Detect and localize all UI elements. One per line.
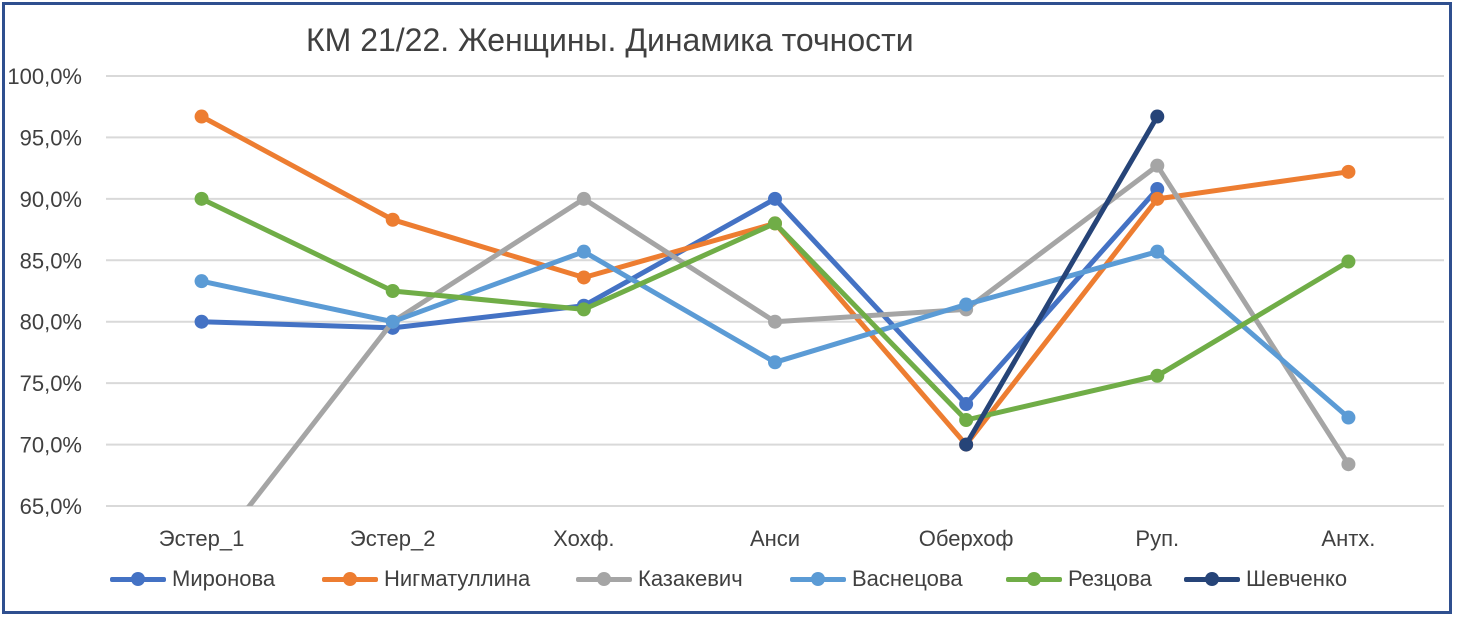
x-tick-label: Хохф. <box>553 526 614 551</box>
data-point <box>1150 244 1165 259</box>
series-lines <box>194 109 1356 506</box>
legend-label: Васнецова <box>852 566 963 591</box>
y-tick-label: 100,0% <box>7 64 82 89</box>
data-point <box>1150 368 1165 383</box>
data-point <box>194 274 209 289</box>
data-point <box>1150 182 1165 197</box>
y-tick-label: 80,0% <box>20 310 82 335</box>
chart-title: КМ 21/22. Женщины. Динамика точности <box>306 22 914 58</box>
series-line <box>199 249 1351 420</box>
data-point <box>1150 109 1165 124</box>
series-4 <box>194 244 1356 425</box>
legend-item: Казакевич <box>576 562 743 596</box>
x-tick-label: Анси <box>750 526 800 551</box>
data-point <box>1341 457 1356 472</box>
data-point <box>385 284 400 298</box>
data-point <box>959 437 974 452</box>
chart-frame <box>2 2 1452 614</box>
legend-swatch <box>322 562 378 596</box>
y-tick-label: 70,0% <box>20 433 82 458</box>
legend-swatch <box>1006 562 1062 596</box>
y-tick-label: 95,0% <box>20 125 82 150</box>
x-tick-label: Оберхоф <box>919 526 1014 551</box>
legend-swatch <box>790 562 846 596</box>
legend-item: Шевченко <box>1184 562 1347 596</box>
data-point <box>768 314 782 329</box>
data-point <box>194 191 209 206</box>
data-point <box>959 397 974 412</box>
data-point <box>1150 191 1165 206</box>
data-point <box>385 212 400 227</box>
legend: Миронова Нигматуллина Казакевич Васнецова Ре… <box>0 562 1460 596</box>
legend-label: Шевченко <box>1246 566 1348 591</box>
legend-swatch <box>110 562 166 596</box>
x-tick-label: Эстер_1 <box>159 526 245 551</box>
data-point <box>576 191 591 206</box>
data-point <box>959 297 974 312</box>
data-point <box>768 355 782 370</box>
x-tick-label: Антх. <box>1321 526 1375 551</box>
data-point <box>1341 254 1356 269</box>
data-point <box>576 302 591 317</box>
legend-item: Васнецова <box>790 562 963 596</box>
x-tick-label: Эстер_2 <box>350 526 436 551</box>
legend-item: Миронова <box>110 562 275 596</box>
legend-item: Резцова <box>1006 562 1152 596</box>
y-axis: 100,0% 95,0% 90,0% 85,0% 80,0% 75,0% 70,0% 65,0… <box>7 64 82 519</box>
legend-label: Миронова <box>172 566 276 591</box>
y-tick-label: 65,0% <box>20 494 82 519</box>
series-line <box>199 186 1160 407</box>
x-tick-label: Руп. <box>1135 526 1179 551</box>
y-tick-label: 90,0% <box>20 187 82 212</box>
legend-swatch <box>1184 562 1240 596</box>
legend-swatch <box>576 562 632 596</box>
data-point <box>194 109 209 124</box>
series-line <box>199 196 1351 423</box>
data-point <box>768 216 782 231</box>
data-point <box>959 413 974 427</box>
plot-area: 100,0% 95,0% 90,0% 85,0% 80,0% 75,0% 70,0% 65,0… <box>7 64 1444 551</box>
legend-label: Нигматуллина <box>384 566 531 591</box>
series-6 <box>959 109 1165 452</box>
series-5 <box>194 191 1356 427</box>
grid-lines <box>106 75 1444 507</box>
data-point <box>1341 164 1356 179</box>
data-point <box>385 314 400 329</box>
legend-label: Казакевич <box>638 566 743 591</box>
y-tick-label: 75,0% <box>20 371 82 396</box>
series-line <box>963 114 1160 448</box>
data-point <box>1150 158 1165 173</box>
legend-label: Резцова <box>1068 566 1152 591</box>
data-point <box>1341 410 1356 425</box>
x-axis: Эстер_1 Эстер_2 Хохф. Анси Оберхоф Руп. Антх. <box>159 526 1376 551</box>
y-tick-label: 85,0% <box>20 248 82 273</box>
data-point <box>576 270 591 285</box>
legend-item: Нигматуллина <box>322 562 530 596</box>
data-point <box>576 244 591 259</box>
data-point <box>194 314 209 329</box>
data-point <box>768 191 782 206</box>
